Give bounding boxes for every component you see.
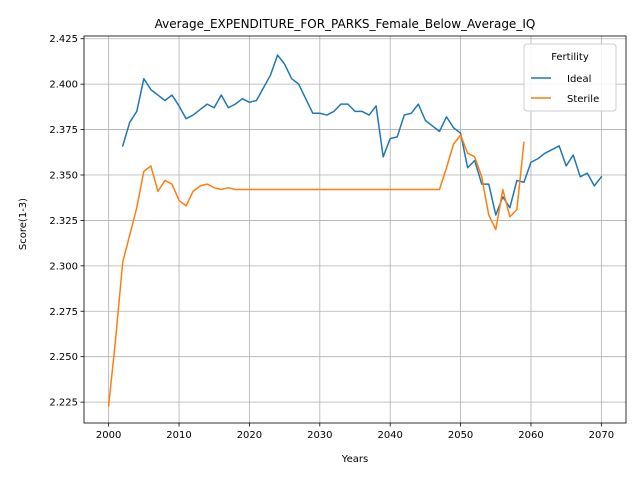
legend-title: Fertility [551,52,589,63]
y-tick-label: 2.250 [49,352,78,363]
legend-label-sterile: Sterile [567,94,599,105]
legend: Fertility Ideal Sterile [523,43,617,112]
y-tick-label: 2.400 [49,80,78,91]
series-layer [107,54,603,407]
y-tick-label: 2.375 [49,125,78,136]
chart-title: Average_EXPENDITURE_FOR_PARKS_Female_Bel… [155,17,536,31]
x-tick-label: 2050 [448,430,473,441]
legend-box [523,43,617,112]
legend-label-ideal: Ideal [567,74,591,85]
x-tick-label: 2030 [307,430,332,441]
x-tick-label: 2000 [96,430,121,441]
y-axis: 2.225 2.250 2.275 2.300 2.325 2.350 2.375 2.400… [49,34,84,409]
x-tick-label: 2060 [518,430,543,441]
x-tick-label: 2070 [589,430,614,441]
y-tick-label: 2.350 [49,170,78,181]
y-tick-label: 2.225 [49,398,78,409]
plot-frame [83,35,627,424]
y-tick-label: 2.425 [49,34,78,45]
x-axis: 2000 2010 2020 2030 2040 2050 2060 2070 [96,423,614,441]
y-axis-label: Score(1-3) [18,198,29,250]
series-line-sterile [107,134,525,407]
x-axis-label: Years [341,454,368,465]
series-line-ideal [121,54,603,216]
x-tick-label: 2040 [377,430,402,441]
y-tick-label: 2.275 [49,307,78,318]
x-tick-label: 2010 [166,430,191,441]
x-tick-label: 2020 [237,430,262,441]
y-tick-label: 2.325 [49,216,78,227]
y-tick-label: 2.300 [49,261,78,272]
